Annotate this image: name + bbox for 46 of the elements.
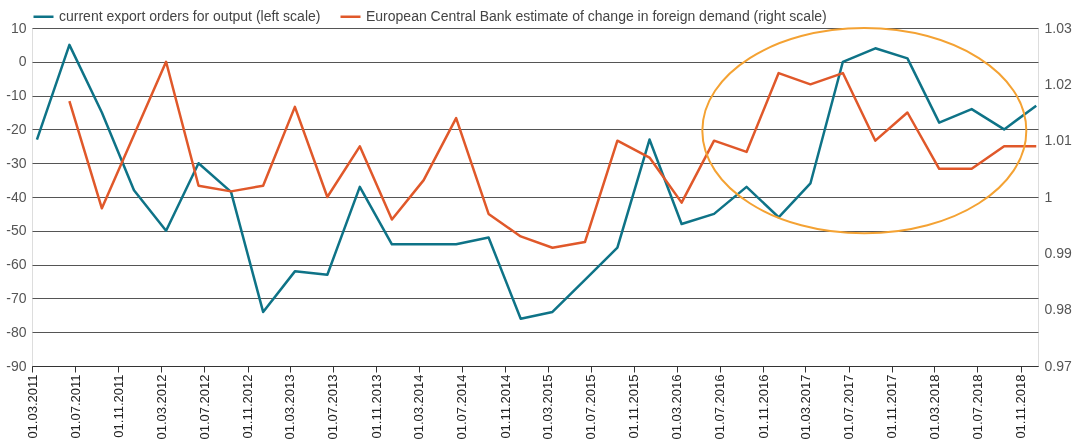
legend-label: European Central Bank estimate of change in foreign demand (right scale) <box>366 7 827 24</box>
x-tick-label: 01.07.2018 <box>969 374 985 440</box>
y2-tick-label: 0.99 <box>1044 244 1072 261</box>
x-tick-label: 01.07.2011 <box>67 374 83 439</box>
y2-tick-label: 0.98 <box>1044 301 1072 318</box>
y2-tick-label: 1.02 <box>1044 75 1072 92</box>
y-tick-label: -50 <box>6 222 27 239</box>
x-tick-label: 01.03.2014 <box>411 374 427 440</box>
x-tick-label: 01.03.2013 <box>282 374 298 440</box>
legend-label: current export orders for output (left scale) <box>59 7 321 24</box>
x-tick-label: 01.11.2018 <box>1013 374 1029 439</box>
x-tick-label: 01.07.2012 <box>196 374 212 440</box>
x-tick-label: 01.11.2015 <box>626 374 642 439</box>
y-tick-label: -80 <box>6 323 27 340</box>
y-tick-label: -30 <box>6 154 27 171</box>
y-tick-label: -60 <box>6 256 27 273</box>
x-tick-label: 01.03.2011 <box>24 374 40 439</box>
x-tick-label: 01.11.2013 <box>368 374 384 439</box>
line-series <box>68 60 1038 249</box>
y2-tick-label: 0.97 <box>1044 357 1072 374</box>
x-tick-label: 01.07.2015 <box>583 374 599 440</box>
y-tick-label: 0 <box>18 53 27 70</box>
y2-tick-label: 1.01 <box>1044 132 1072 149</box>
x-tick-label: 01.03.2018 <box>926 374 942 440</box>
x-tick-label: 01.11.2012 <box>240 374 256 439</box>
x-tick-label: 01.07.2013 <box>325 374 341 440</box>
x-tick-label: 01.11.2016 <box>755 374 771 439</box>
x-tick-label: 01.07.2016 <box>712 374 728 440</box>
x-tick-label: 01.11.2011 <box>110 374 126 438</box>
x-tick-label: 01.03.2017 <box>797 374 813 440</box>
y-tick-label: -10 <box>6 87 27 104</box>
y-tick-label: -40 <box>6 188 27 205</box>
x-tick-label: 01.07.2017 <box>841 374 857 440</box>
x-tick-label: 01.03.2016 <box>669 374 685 440</box>
x-tick-label: 01.07.2014 <box>454 374 470 440</box>
x-tick-label: 01.03.2012 <box>153 374 169 440</box>
y-tick-label: -90 <box>6 357 27 374</box>
y2-tick-label: 1 <box>1044 188 1053 205</box>
x-tick-label: 01.11.2017 <box>884 374 900 439</box>
x-tick-label: 01.11.2014 <box>497 374 513 439</box>
y2-tick-label: 1.03 <box>1044 19 1072 36</box>
x-tick-label: 01.03.2015 <box>540 374 556 440</box>
y-tick-label: -20 <box>6 120 27 137</box>
y-tick-label: 10 <box>10 19 27 36</box>
line-series <box>35 43 1038 320</box>
y-tick-label: -70 <box>6 289 27 306</box>
